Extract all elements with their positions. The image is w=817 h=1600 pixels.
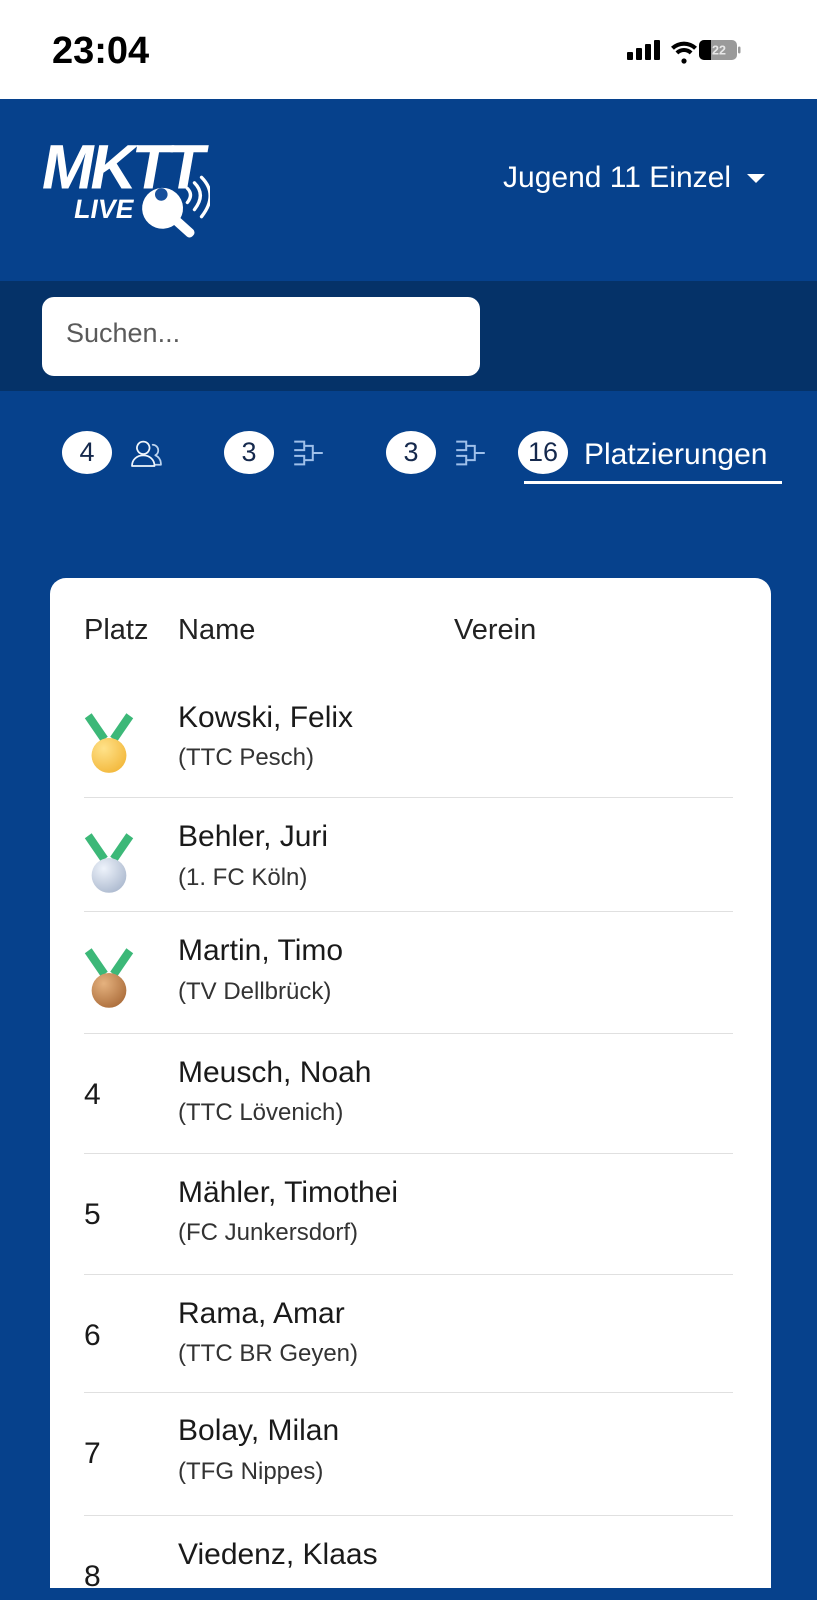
- svg-text:MKTT: MKTT: [42, 133, 210, 202]
- svg-text:LIVE: LIVE: [72, 194, 137, 224]
- svg-text:22: 22: [712, 44, 726, 58]
